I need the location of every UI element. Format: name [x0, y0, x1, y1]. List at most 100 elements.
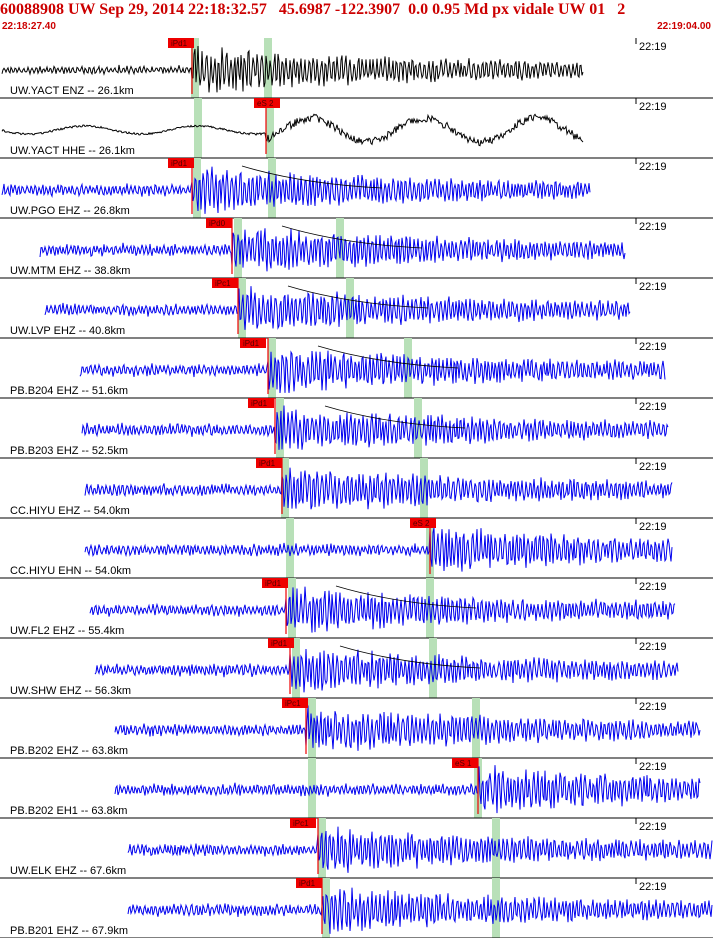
waveform-trace [44, 286, 631, 330]
phase-band [404, 338, 412, 398]
window-start-time: 22:18:27.40 [2, 21, 56, 32]
waveform-trace [1, 45, 584, 93]
phase-band [308, 758, 316, 818]
trace-panel[interactable]: iPd1 22:19 CC.HIYU EHZ -- 54.0km [0, 458, 713, 519]
minute-tick-label: 22:19 [639, 401, 667, 413]
trace-panel[interactable]: iPd1 22:19 PB.B201 EHZ -- 67.9km [0, 878, 713, 938]
pick-label: iPd1 [259, 459, 276, 468]
station-label: UW.ELK EHZ -- 67.6km [10, 865, 126, 877]
minute-tick-label: 22:19 [639, 461, 667, 473]
waveform-trace [84, 527, 673, 572]
pick-label: iPd1 [271, 639, 288, 648]
coda-curve [335, 585, 477, 609]
pick-box[interactable] [282, 698, 308, 708]
trace-panel[interactable]: iPc1 22:19 UW.LVP EHZ -- 40.8km [0, 278, 713, 339]
pick-box[interactable] [410, 518, 436, 528]
pick-label: iPc1 [215, 279, 231, 288]
trace-panel[interactable]: eS 2 22:19 CC.HIYU EHN -- 54.0km [0, 518, 713, 579]
minute-tick-label: 22:19 [639, 101, 667, 113]
coda-curve [287, 285, 429, 309]
waveform-trace [127, 887, 713, 934]
minute-tick-label: 22:19 [639, 821, 667, 833]
station-label: UW.FL2 EHZ -- 55.4km [10, 625, 124, 637]
pick-box[interactable] [248, 398, 274, 408]
pick-box[interactable] [212, 278, 238, 288]
pick-label: eS 2 [413, 519, 430, 528]
header: 60088908 UW Sep 29, 2014 22:18:32.57 45.… [0, 0, 713, 38]
phase-band [266, 98, 274, 158]
pick-box[interactable] [256, 458, 282, 468]
pick-label: iPd0 [209, 219, 226, 228]
station-label: PB.B202 EH1 -- 63.8km [10, 805, 127, 817]
trace-panel[interactable]: iPc1 22:19 UW.ELK EHZ -- 67.6km [0, 818, 713, 879]
waveform-trace [1, 113, 584, 147]
phase-band [234, 218, 242, 278]
station-label: PB.B203 EHZ -- 52.5km [10, 445, 128, 457]
waveform-trace [84, 467, 673, 510]
trace-panel[interactable]: iPd1 22:19 UW.SHW EHZ -- 56.3km [0, 638, 713, 699]
phase-band [194, 98, 202, 158]
station-label: CC.HIYU EHN -- 54.0km [10, 565, 131, 577]
waveform-trace [79, 350, 666, 394]
pick-label: iPd1 [171, 159, 188, 168]
coda-curve [339, 645, 481, 669]
trace-panel[interactable]: eS 1 22:19 PB.B202 EH1 -- 63.8km [0, 758, 713, 819]
trace-panel[interactable]: iPd1 22:19 UW.FL2 EHZ -- 55.4km [0, 578, 713, 639]
pick-box[interactable] [296, 878, 322, 888]
minute-tick-label: 22:19 [639, 701, 667, 713]
pick-box[interactable] [168, 38, 194, 48]
phase-band [346, 278, 354, 338]
trace-panel[interactable]: iPc1 22:19 PB.B202 EHZ -- 63.8km [0, 698, 713, 759]
phase-band [492, 878, 500, 938]
station-label: UW.LVP EHZ -- 40.8km [10, 325, 125, 337]
pick-box[interactable] [206, 218, 232, 228]
station-label: UW.MTM EHZ -- 38.8km [10, 265, 130, 277]
waveform-trace [81, 405, 669, 450]
waveform-trace [89, 586, 676, 633]
coda-curve [324, 405, 466, 429]
minute-tick-label: 22:19 [639, 161, 667, 173]
phase-band [292, 638, 300, 698]
pick-label: iPd1 [299, 879, 316, 888]
pick-box[interactable] [262, 578, 288, 588]
pick-label: iPd1 [243, 339, 260, 348]
pick-label: eS 2 [257, 99, 274, 108]
waveform-trace [1, 166, 591, 214]
pick-label: iPc1 [293, 819, 309, 828]
waveform-trace [39, 228, 626, 272]
minute-tick-label: 22:19 [639, 581, 667, 593]
coda-curve [317, 345, 459, 369]
pick-box[interactable] [268, 638, 294, 648]
phase-band [472, 698, 480, 758]
trace-panel[interactable]: iPd1 22:19 UW.PGO EHZ -- 26.8km [0, 158, 713, 219]
station-label: UW.PGO EHZ -- 26.8km [10, 205, 130, 217]
trace-panel[interactable]: eS 2 22:19 UW.YACT HHE -- 26.1km [0, 98, 713, 159]
station-label: PB.B204 EHZ -- 51.6km [10, 385, 128, 397]
waveform-trace [114, 765, 701, 814]
minute-tick-label: 22:19 [639, 41, 667, 53]
minute-tick-label: 22:19 [639, 761, 667, 773]
phase-band [193, 158, 201, 218]
trace-panel[interactable]: iPd0 22:19 UW.MTM EHZ -- 38.8km [0, 218, 713, 279]
waveform-trace [127, 826, 713, 873]
coda-curve [241, 165, 383, 189]
pick-label: iPd1 [265, 579, 282, 588]
pick-box[interactable] [452, 758, 478, 768]
event-title: 60088908 UW Sep 29, 2014 22:18:32.57 45.… [0, 1, 626, 18]
station-label: UW.SHW EHZ -- 56.3km [10, 685, 131, 697]
pick-box[interactable] [254, 98, 280, 108]
pick-box[interactable] [290, 818, 316, 828]
pick-label: eS 1 [455, 759, 472, 768]
phase-band [429, 638, 437, 698]
trace-panel[interactable]: iPd1 22:19 PB.B204 EHZ -- 51.6km [0, 338, 713, 399]
trace-panel[interactable]: iPd1 22:19 UW.YACT ENZ -- 26.1km [0, 38, 713, 99]
waveform-trace [94, 648, 679, 693]
pick-label: iPd1 [171, 39, 188, 48]
pick-box[interactable] [168, 158, 194, 168]
minute-tick-label: 22:19 [639, 521, 667, 533]
trace-panel[interactable]: iPd1 22:19 PB.B203 EHZ -- 52.5km [0, 398, 713, 459]
minute-tick-label: 22:19 [639, 281, 667, 293]
minute-tick-label: 22:19 [639, 641, 667, 653]
seismogram-stack[interactable]: iPd1 22:19 UW.YACT ENZ -- 26.1km eS 2 22:19 U… [0, 38, 713, 938]
pick-box[interactable] [240, 338, 266, 348]
